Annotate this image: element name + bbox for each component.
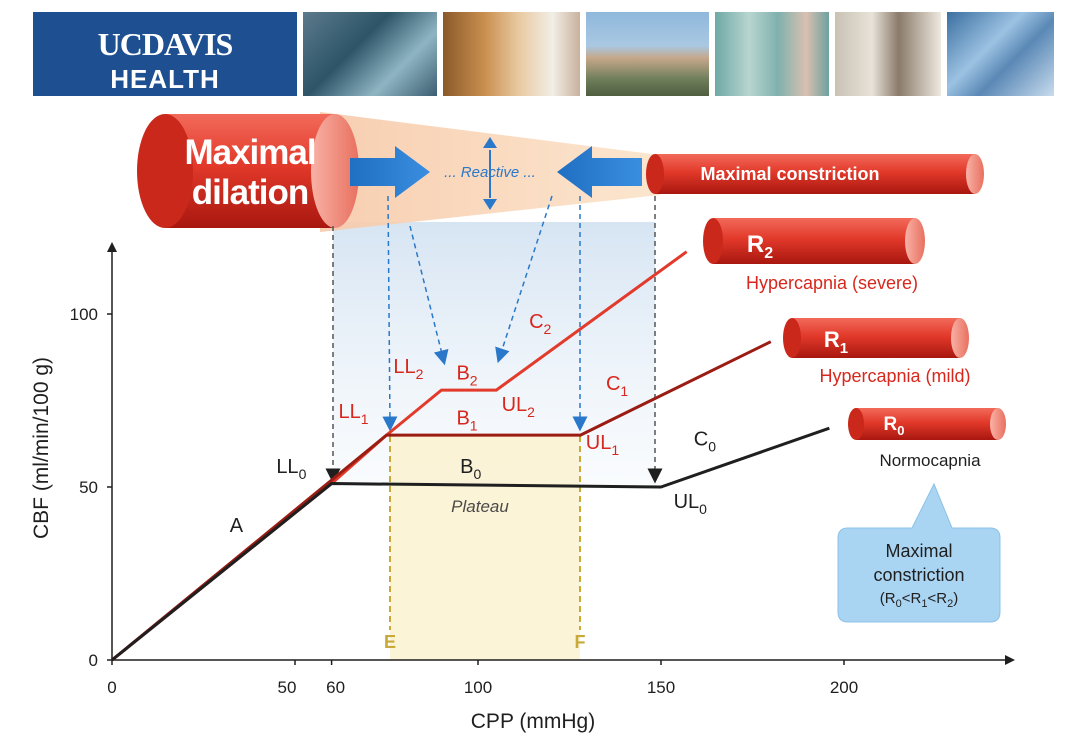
curve-series <box>111 250 830 662</box>
x-tick-label: 50 <box>278 678 297 697</box>
vessel-r2: R2 <box>703 218 925 264</box>
curve-point-label: B1 <box>456 408 477 434</box>
vessel-r1-label: R1 <box>824 327 848 357</box>
photo-boy-and-doctor <box>443 12 580 96</box>
vessel-r1: R1 <box>783 318 969 358</box>
curve-point-label: LL1 <box>339 401 369 427</box>
right-arrow-icon <box>350 146 430 198</box>
callout-line2: constriction <box>873 565 964 585</box>
axis-ticks: 0 50 60 100 150 200 0 50 100 <box>70 305 859 697</box>
vessel-r2-label: R2 <box>747 231 773 262</box>
y-axis-arrow <box>107 242 117 252</box>
curve-point-label: LL0 <box>276 456 306 482</box>
photo-hospital-building <box>586 12 709 96</box>
dilation-label-1: Maximal <box>184 133 315 172</box>
maximal-constriction-vessel: Maximal constriction <box>646 154 984 194</box>
left-arrow-icon <box>557 146 642 198</box>
plateau-region <box>390 436 580 660</box>
curve-point-label: LL2 <box>393 356 423 382</box>
callout-line1: Maximal <box>885 541 952 561</box>
curve-point-label: UL2 <box>502 394 536 420</box>
plateau-left-label-e: E <box>384 632 396 652</box>
y-tick-label: 100 <box>70 305 98 324</box>
photo-surgery-team <box>303 12 437 96</box>
photo-glass-building <box>947 12 1054 96</box>
callout-line3: (R0<R1<R2) <box>880 590 958 610</box>
curve-point-label: C2 <box>529 311 551 337</box>
x-tick-label: 0 <box>107 678 116 697</box>
curve-point-label: A <box>230 515 244 537</box>
reactive-label: ... Reactive ... <box>444 164 536 181</box>
x-tick-label: 200 <box>830 678 858 697</box>
constriction-label: Maximal constriction <box>700 164 879 184</box>
y-tick-label: 50 <box>79 478 98 497</box>
curve-point-label: UL0 <box>674 491 708 517</box>
vessel-r0-caption: Normocapnia <box>879 451 981 470</box>
x-axis-title: CPP (mmHg) <box>471 710 595 733</box>
vessel-r0: R0 <box>848 408 1006 440</box>
series-line-r0 <box>111 426 830 662</box>
logo-line1: UCDAVIS <box>97 26 234 62</box>
x-tick-label: 100 <box>464 678 492 697</box>
x-tick-label: 60 <box>326 678 345 697</box>
dilation-label-2: dilation <box>192 173 308 212</box>
header-banner: UCDAVIS HEALTH <box>0 0 1068 100</box>
vessel-r0-label: R0 <box>884 414 905 438</box>
maximal-dilation-vessel: Maximal dilation <box>137 114 359 228</box>
max-constriction-callout: Maximal constriction (R0<R1<R2) <box>837 482 1001 623</box>
x-tick-label: 150 <box>647 678 675 697</box>
down-arrow-head <box>483 199 497 210</box>
curve-point-label: C1 <box>606 373 628 399</box>
curve-point-label: C0 <box>694 428 716 454</box>
point-labels: A LL0 B0 UL0 C0 LL1 B1 UL1 C1 LL2 B2 UL2 C2 <box>230 311 716 537</box>
up-arrow-head <box>483 137 497 148</box>
y-tick-label: 0 <box>89 651 98 670</box>
x-axis-arrow <box>1005 655 1015 665</box>
y-axis-title: CBF (ml/min/100 g) <box>30 357 53 539</box>
ucdavis-health-logo: UCDAVIS HEALTH <box>33 12 297 96</box>
curve-point-label: UL1 <box>586 432 620 458</box>
plateau-label: Plateau <box>451 497 509 516</box>
curve-point-label: B2 <box>456 363 477 389</box>
guide-lines <box>325 195 663 484</box>
vessel-r1-caption: Hypercapnia (mild) <box>819 366 970 386</box>
logo-line2: HEALTH <box>110 64 220 94</box>
plateau-right-label-f: F <box>575 632 586 652</box>
vessel-r2-caption: Hypercapnia (severe) <box>746 273 918 293</box>
photo-nursing-staff <box>715 12 829 96</box>
photo-lab-microscope <box>835 12 941 96</box>
series-line-r1 <box>111 340 772 662</box>
curve-point-label: B0 <box>460 456 481 482</box>
